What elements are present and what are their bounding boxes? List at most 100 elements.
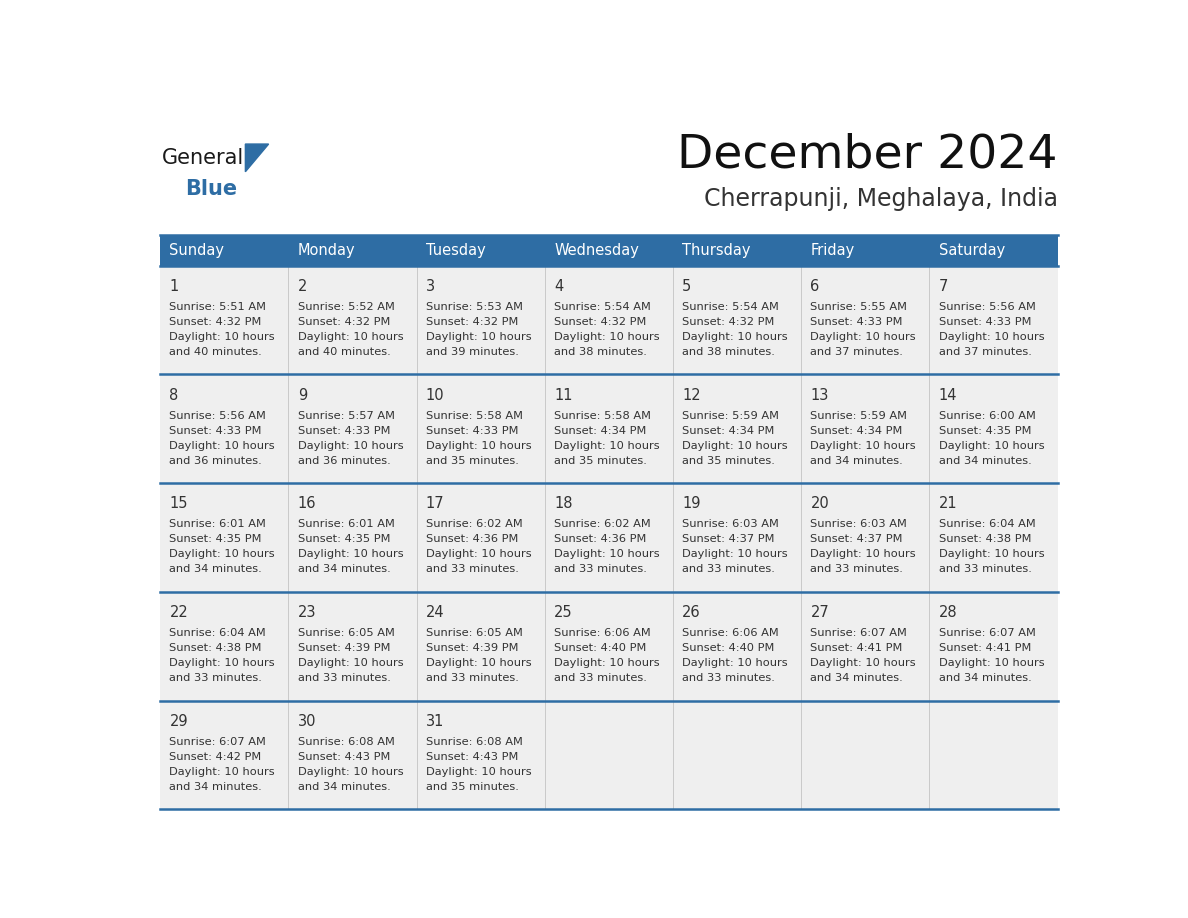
Text: and 37 minutes.: and 37 minutes.	[939, 347, 1031, 357]
Text: Sunrise: 6:00 AM: Sunrise: 6:00 AM	[939, 410, 1036, 420]
Text: Daylight: 10 hours: Daylight: 10 hours	[170, 767, 276, 777]
Polygon shape	[246, 144, 268, 172]
Text: Friday: Friday	[810, 242, 854, 258]
Text: Sunset: 4:32 PM: Sunset: 4:32 PM	[170, 317, 261, 327]
Text: Wednesday: Wednesday	[554, 242, 639, 258]
Text: 10: 10	[425, 387, 444, 402]
Text: Sunset: 4:38 PM: Sunset: 4:38 PM	[170, 644, 261, 653]
Text: Sunset: 4:34 PM: Sunset: 4:34 PM	[810, 426, 903, 436]
Text: Sunset: 4:36 PM: Sunset: 4:36 PM	[554, 534, 646, 544]
Text: 20: 20	[810, 497, 829, 511]
Text: Sunset: 4:32 PM: Sunset: 4:32 PM	[682, 317, 775, 327]
Text: 17: 17	[425, 497, 444, 511]
Text: Sunrise: 5:53 AM: Sunrise: 5:53 AM	[425, 302, 523, 312]
Text: Sunset: 4:43 PM: Sunset: 4:43 PM	[298, 752, 390, 762]
Text: Sunset: 4:37 PM: Sunset: 4:37 PM	[682, 534, 775, 544]
Text: Sunset: 4:34 PM: Sunset: 4:34 PM	[682, 426, 775, 436]
Text: Sunrise: 5:54 AM: Sunrise: 5:54 AM	[682, 302, 779, 312]
Text: 29: 29	[170, 713, 188, 729]
Text: and 34 minutes.: and 34 minutes.	[939, 455, 1031, 465]
Text: 28: 28	[939, 605, 958, 620]
Text: Sunrise: 5:55 AM: Sunrise: 5:55 AM	[810, 302, 908, 312]
Bar	[160, 265, 1057, 375]
Text: and 38 minutes.: and 38 minutes.	[682, 347, 775, 357]
Text: and 34 minutes.: and 34 minutes.	[810, 455, 903, 465]
Text: Daylight: 10 hours: Daylight: 10 hours	[298, 549, 403, 559]
Text: Sunday: Sunday	[170, 242, 225, 258]
Text: Monday: Monday	[298, 242, 355, 258]
Text: Sunset: 4:33 PM: Sunset: 4:33 PM	[298, 426, 390, 436]
Text: Sunrise: 6:01 AM: Sunrise: 6:01 AM	[170, 520, 266, 530]
Text: and 36 minutes.: and 36 minutes.	[170, 455, 263, 465]
Text: Sunset: 4:33 PM: Sunset: 4:33 PM	[170, 426, 261, 436]
Text: and 35 minutes.: and 35 minutes.	[425, 455, 519, 465]
Text: Daylight: 10 hours: Daylight: 10 hours	[682, 441, 788, 451]
Text: Sunset: 4:40 PM: Sunset: 4:40 PM	[554, 644, 646, 653]
Text: 23: 23	[298, 605, 316, 620]
Text: Sunset: 4:33 PM: Sunset: 4:33 PM	[939, 317, 1031, 327]
Text: 9: 9	[298, 387, 307, 402]
Text: 15: 15	[170, 497, 188, 511]
Text: Sunset: 4:43 PM: Sunset: 4:43 PM	[425, 752, 518, 762]
Text: Daylight: 10 hours: Daylight: 10 hours	[554, 332, 659, 341]
Text: and 33 minutes.: and 33 minutes.	[170, 673, 263, 683]
Text: Sunrise: 6:03 AM: Sunrise: 6:03 AM	[810, 520, 908, 530]
Text: and 35 minutes.: and 35 minutes.	[425, 782, 519, 792]
Bar	[160, 700, 1057, 810]
Text: Sunrise: 6:06 AM: Sunrise: 6:06 AM	[554, 628, 651, 638]
Text: Sunrise: 6:05 AM: Sunrise: 6:05 AM	[425, 628, 523, 638]
Text: Daylight: 10 hours: Daylight: 10 hours	[682, 332, 788, 341]
Text: and 33 minutes.: and 33 minutes.	[810, 565, 903, 575]
Text: Daylight: 10 hours: Daylight: 10 hours	[170, 332, 276, 341]
Text: Daylight: 10 hours: Daylight: 10 hours	[810, 332, 916, 341]
Text: Sunrise: 5:56 AM: Sunrise: 5:56 AM	[939, 302, 1036, 312]
Text: Sunset: 4:33 PM: Sunset: 4:33 PM	[425, 426, 518, 436]
Text: Tuesday: Tuesday	[425, 242, 486, 258]
Text: and 34 minutes.: and 34 minutes.	[170, 565, 263, 575]
Bar	[160, 375, 1057, 483]
Text: Sunset: 4:32 PM: Sunset: 4:32 PM	[425, 317, 518, 327]
Text: 2: 2	[298, 279, 307, 294]
Text: 3: 3	[425, 279, 435, 294]
Text: Sunset: 4:36 PM: Sunset: 4:36 PM	[425, 534, 518, 544]
Text: Daylight: 10 hours: Daylight: 10 hours	[425, 767, 531, 777]
Text: 5: 5	[682, 279, 691, 294]
Text: Sunset: 4:39 PM: Sunset: 4:39 PM	[425, 644, 518, 653]
Bar	[160, 235, 1057, 265]
Text: Daylight: 10 hours: Daylight: 10 hours	[939, 549, 1044, 559]
Text: Daylight: 10 hours: Daylight: 10 hours	[425, 658, 531, 668]
Text: Sunset: 4:41 PM: Sunset: 4:41 PM	[939, 644, 1031, 653]
Text: Daylight: 10 hours: Daylight: 10 hours	[554, 441, 659, 451]
Text: Daylight: 10 hours: Daylight: 10 hours	[682, 658, 788, 668]
Text: and 34 minutes.: and 34 minutes.	[939, 673, 1031, 683]
Text: Daylight: 10 hours: Daylight: 10 hours	[939, 332, 1044, 341]
Text: Daylight: 10 hours: Daylight: 10 hours	[298, 332, 403, 341]
Text: and 33 minutes.: and 33 minutes.	[682, 565, 775, 575]
Text: Sunset: 4:37 PM: Sunset: 4:37 PM	[810, 534, 903, 544]
Text: 16: 16	[298, 497, 316, 511]
Text: and 40 minutes.: and 40 minutes.	[298, 347, 391, 357]
Text: and 36 minutes.: and 36 minutes.	[298, 455, 391, 465]
Text: and 34 minutes.: and 34 minutes.	[298, 565, 391, 575]
Text: Sunrise: 5:59 AM: Sunrise: 5:59 AM	[682, 410, 779, 420]
Text: and 39 minutes.: and 39 minutes.	[425, 347, 519, 357]
Text: Daylight: 10 hours: Daylight: 10 hours	[425, 441, 531, 451]
Text: Sunrise: 6:06 AM: Sunrise: 6:06 AM	[682, 628, 779, 638]
Text: 31: 31	[425, 713, 444, 729]
Text: Sunset: 4:32 PM: Sunset: 4:32 PM	[298, 317, 390, 327]
Text: Daylight: 10 hours: Daylight: 10 hours	[810, 658, 916, 668]
Text: 12: 12	[682, 387, 701, 402]
Text: 26: 26	[682, 605, 701, 620]
Text: Sunrise: 6:07 AM: Sunrise: 6:07 AM	[939, 628, 1036, 638]
Text: and 33 minutes.: and 33 minutes.	[554, 565, 647, 575]
Text: 4: 4	[554, 279, 563, 294]
Text: Sunset: 4:42 PM: Sunset: 4:42 PM	[170, 752, 261, 762]
Text: and 38 minutes.: and 38 minutes.	[554, 347, 647, 357]
Text: Sunrise: 5:56 AM: Sunrise: 5:56 AM	[170, 410, 266, 420]
Text: Sunset: 4:41 PM: Sunset: 4:41 PM	[810, 644, 903, 653]
Text: 7: 7	[939, 279, 948, 294]
Text: General: General	[162, 148, 244, 168]
Text: 25: 25	[554, 605, 573, 620]
Text: December 2024: December 2024	[677, 132, 1057, 177]
Text: Sunrise: 6:08 AM: Sunrise: 6:08 AM	[425, 737, 523, 746]
